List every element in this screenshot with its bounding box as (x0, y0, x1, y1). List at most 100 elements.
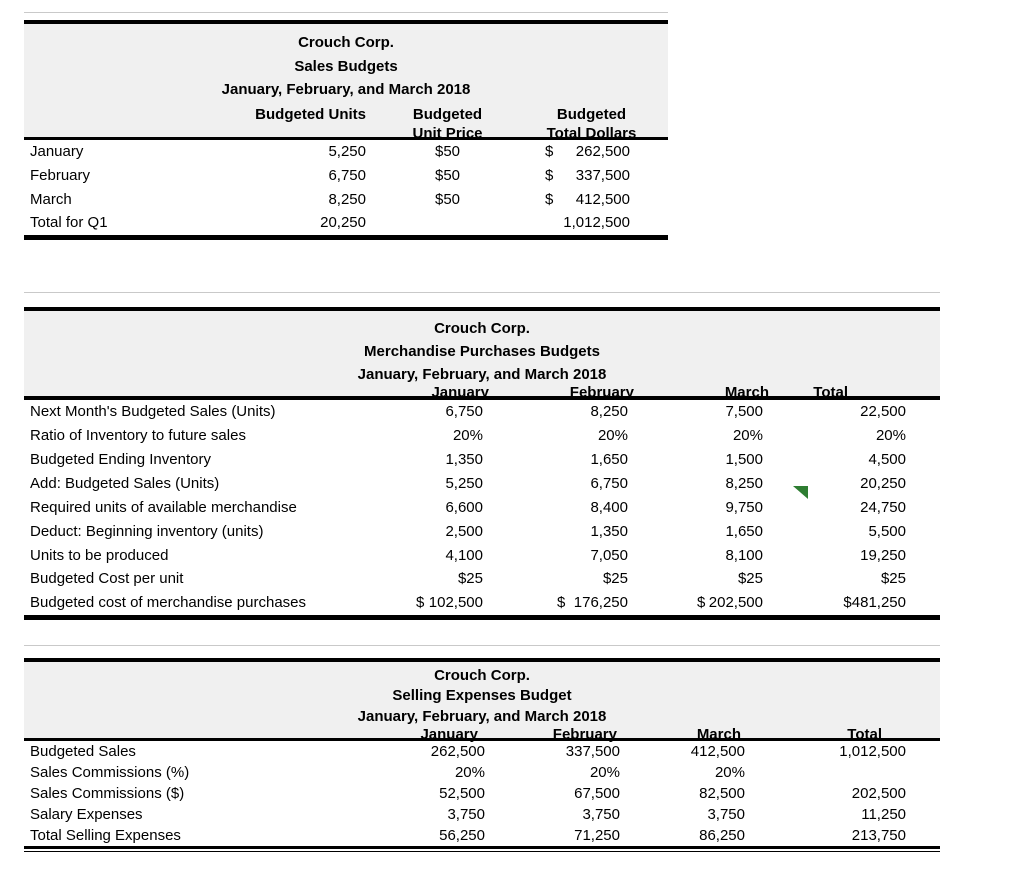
table-cell: 213,750 (851, 826, 906, 844)
cell-value: 202,500 (708, 594, 763, 612)
table-row: Budgeted cost of merchandise purchases $1… (24, 591, 940, 615)
table-row: March 8,250 $50 $412,500 (24, 187, 668, 211)
table-cell: March (30, 190, 72, 208)
table-period: January, February, and March 2018 (221, 81, 471, 98)
currency-symbol: $ (545, 190, 554, 208)
table-cell: 19,250 (860, 546, 906, 564)
table-cell: 71,250 (574, 826, 620, 844)
table-cell: $202,500 (642, 594, 777, 611)
table-cell: $262,500 (515, 143, 668, 160)
table-cell: 5,250 (445, 474, 483, 492)
table-cell: Budgeted Cost per unit (30, 570, 184, 588)
table-cell: 1,012,500 (839, 742, 906, 760)
table-cell: 11,250 (861, 805, 906, 823)
column-header-january: January (431, 385, 489, 400)
table-row: Units to be produced 4,100 7,050 8,100 19,25… (24, 543, 940, 567)
table-cell: 262,500 (430, 742, 485, 760)
divider (24, 291, 940, 293)
table-row: Deduct: Beginning inventory (units) 2,500… (24, 519, 940, 543)
table-cell: 20,250 (320, 214, 366, 232)
table-cell: 412,500 (690, 742, 745, 760)
table-title: Merchandise Purchases Budgets (364, 342, 600, 360)
table-cell: 1,650 (590, 450, 628, 468)
table-period: January, February, and March 2018 (357, 707, 607, 725)
selling-expenses-table: Crouch Corp. Selling Expenses Budget Jan… (24, 644, 940, 852)
table-cell: 7,500 (725, 403, 763, 421)
table-cell: Budgeted Ending Inventory (30, 450, 211, 468)
table-cell: 8,250 (328, 190, 366, 208)
column-header-march: March (724, 385, 769, 400)
table-cell: 6,750 (328, 167, 366, 185)
company-name: Crouch Corp. (298, 34, 394, 51)
table-cell: Next Month's Budgeted Sales (Units) (30, 403, 276, 421)
table-cell: 202,500 (851, 784, 906, 802)
column-header-total: Total (813, 385, 848, 400)
currency-symbol: $ (843, 594, 852, 612)
table-cell: 1,012,500 (563, 214, 630, 232)
table-row: Salary Expenses 3,750 3,750 3,750 11,250 (24, 804, 940, 825)
table-cell: Deduct: Beginning inventory (units) (30, 522, 264, 540)
table-cell: 20% (597, 427, 628, 445)
merchandise-purchases-header: Crouch Corp. Merchandise Purchases Budge… (24, 310, 940, 400)
table-cell: Budgeted Sales (30, 742, 136, 760)
table-cell: 86,250 (699, 826, 745, 844)
table-row: Ratio of Inventory to future sales 20% 20%… (24, 424, 940, 448)
currency-symbol: $ (416, 594, 425, 612)
table-cell: $102,500 (360, 594, 497, 611)
table-row: January 5,250 $50 $262,500 (24, 140, 668, 164)
green-triangle-flag-icon (793, 485, 808, 499)
table-row: Required units of available merchandise 6… (24, 495, 940, 519)
table-cell: 8,250 (590, 403, 628, 421)
table-cell: Required units of available merchandise (30, 498, 297, 516)
worksheet: Crouch Corp. Sales Budgets January, Febr… (0, 12, 1024, 888)
table-cell: $25 (880, 570, 906, 588)
table-cell: $25 (737, 570, 763, 588)
table-cell: 52,500 (439, 784, 485, 802)
merchandise-purchases-rows: Next Month's Budgeted Sales (Units) 6,750… (24, 400, 940, 615)
table-cell: $412,500 (515, 191, 668, 208)
table-row: Budgeted Ending Inventory 1,350 1,650 1,500… (24, 448, 940, 472)
column-headers: January February March Total (24, 727, 940, 742)
table-cell: 4,500 (868, 450, 906, 468)
table-cell: 67,500 (574, 784, 620, 802)
column-headers: Budgeted Units Budgeted Unit Price Budge… (24, 105, 668, 143)
table-cell: $481,250 (777, 594, 940, 611)
table-cell: 20% (732, 427, 763, 445)
table-title: Selling Expenses Budget (392, 687, 572, 705)
table-cell: 8,400 (590, 498, 628, 516)
table-cell: 1,500 (725, 450, 763, 468)
table-cell: 20% (589, 763, 620, 781)
table-cell: 20% (875, 427, 906, 445)
table-cell: 7,050 (590, 546, 628, 564)
table-cell: 5,250 (328, 143, 366, 161)
column-header-total: Total (847, 727, 882, 743)
table-cell: $50 (434, 190, 461, 208)
table-cell: 9,750 (725, 498, 763, 516)
column-header-budgeted-total-dollars: Budgeted Total Dollars (546, 105, 637, 142)
table-cell: $337,500 (515, 167, 668, 184)
cell-value: 337,500 (575, 167, 630, 185)
table-cell: 20% (452, 427, 483, 445)
table-row: Total Selling Expenses 56,250 71,250 86,250… (24, 825, 940, 846)
table-cell: $50 (434, 143, 461, 161)
table-cell: 2,500 (445, 522, 483, 540)
column-header-january: January (420, 727, 478, 743)
table-cell: $50 (434, 167, 461, 185)
table-cell: Total Selling Expenses (30, 826, 181, 844)
column-header-february: February (569, 385, 634, 400)
table-cell: February (30, 167, 91, 185)
table-cell: Sales Commissions (%) (30, 763, 190, 781)
table-cell: 3,750 (447, 805, 485, 823)
table-cell: 22,500 (860, 403, 906, 421)
table-cell: $25 (457, 570, 483, 588)
table-cell: 8,100 (725, 546, 763, 564)
company-name: Crouch Corp. (434, 319, 530, 337)
table-title: Sales Budgets (294, 57, 398, 75)
merchandise-purchases-table: Crouch Corp. Merchandise Purchases Budge… (24, 291, 940, 620)
column-header-february: February (552, 727, 617, 743)
sales-budget-header: Crouch Corp. Sales Budgets January, Febr… (24, 24, 668, 143)
cell-value: 176,250 (573, 594, 628, 612)
table-cell: 20% (714, 763, 745, 781)
column-header-budgeted-unit-price: Budgeted Unit Price (412, 105, 483, 142)
cell-value: 481,250 (851, 594, 906, 612)
